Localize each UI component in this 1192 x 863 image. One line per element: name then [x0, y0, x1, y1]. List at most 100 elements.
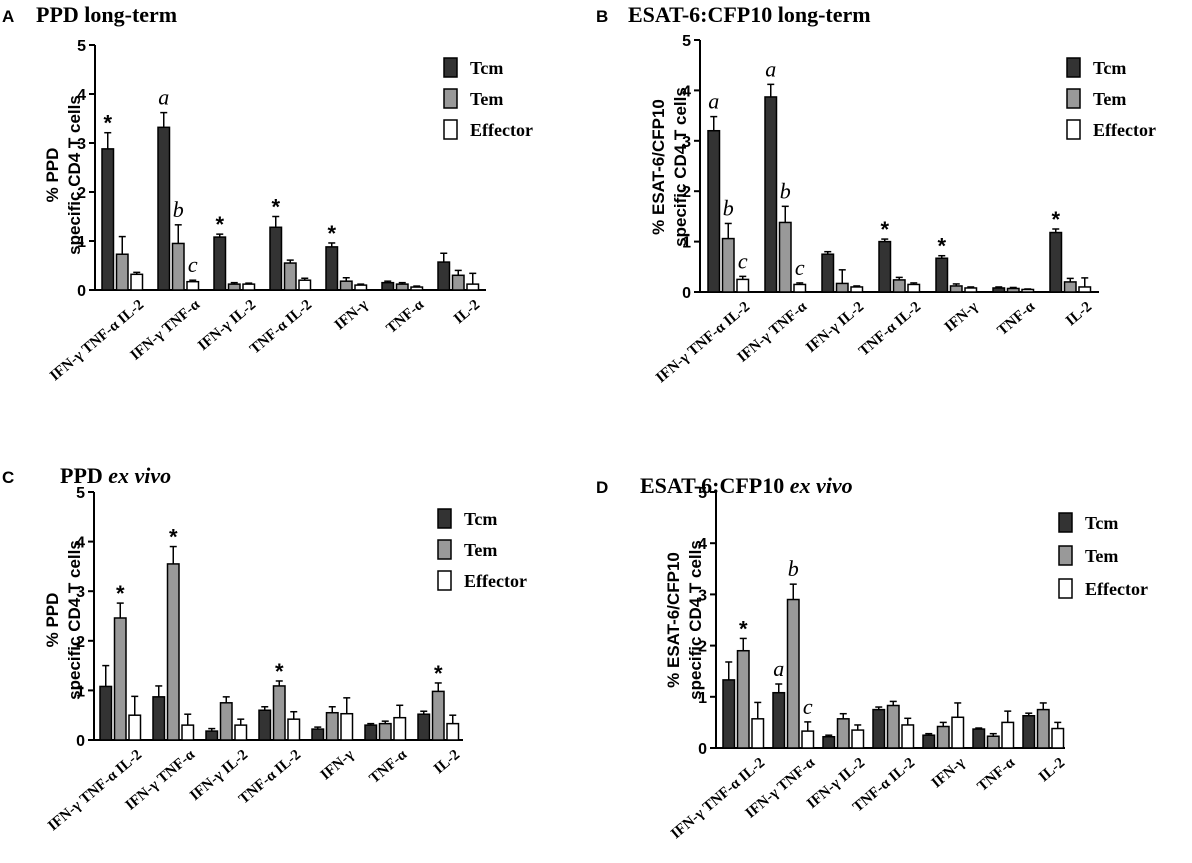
legend-swatch-tem — [1066, 88, 1081, 109]
chart-title-part: ex vivo — [790, 473, 853, 498]
significance-letter: b — [788, 556, 799, 581]
legend-label: Tem — [1093, 89, 1126, 109]
bar-tcm — [992, 287, 1006, 293]
x-tick-label: IFN-γ — [942, 299, 981, 336]
bar-tcm — [205, 730, 219, 741]
bar-tem — [219, 702, 233, 741]
significance-letter: c — [803, 694, 813, 719]
bar-effector — [466, 283, 480, 291]
legend-label: Effector — [1093, 120, 1156, 140]
bar-tem — [283, 262, 297, 291]
bar-effector — [393, 716, 407, 741]
x-tick-label: IFN-γ TNF-α IL-2 — [668, 755, 768, 843]
y-axis-label-line: specific CD4 T cells — [671, 87, 690, 247]
bar-tcm — [213, 236, 227, 291]
panel-letter: A — [2, 7, 14, 26]
y-tick-label: 5 — [682, 33, 691, 50]
chart-title: PPD long-term — [36, 2, 177, 27]
chart-title-part: PPD long-term — [36, 2, 177, 27]
bar-tcm — [364, 724, 378, 741]
x-tick-label: TNF-α IL-2 — [247, 297, 315, 358]
bar-tem — [166, 563, 180, 741]
bar-effector — [1001, 721, 1015, 749]
y-axis-label-line: % PPD — [43, 593, 62, 648]
bar-tem — [721, 237, 735, 293]
y-axis-label-line: specific CD4 T cells — [686, 540, 705, 700]
bar-effector — [964, 287, 978, 293]
legend-swatch-effector — [1066, 119, 1081, 140]
bar-tem — [171, 242, 185, 291]
y-tick-label: 3 — [698, 587, 707, 604]
panel-a: A PPD long-term 0 1 2 3 4 5 % PPD specific CD4 T … — [2, 2, 533, 384]
bar-tem — [378, 722, 392, 741]
bar-tem — [778, 221, 792, 293]
bar-tem — [325, 711, 339, 741]
bar-tem — [1006, 287, 1020, 293]
significance-star: * — [880, 217, 889, 242]
bar-effector — [751, 718, 765, 749]
bar-tcm — [325, 246, 339, 291]
bar-tem — [786, 598, 800, 749]
y-tick-label: 3 — [76, 584, 85, 601]
chart-title-part: ex vivo — [108, 463, 171, 488]
bar-tcm — [772, 691, 786, 749]
x-tick-label: IFN-γ — [929, 755, 968, 792]
significance-star: * — [739, 616, 748, 641]
y-tick-label: 5 — [76, 485, 85, 502]
y-tick-label: 5 — [77, 38, 86, 55]
bar-tem — [227, 283, 241, 291]
legend-swatch-tcm — [1058, 512, 1073, 533]
y-tick-label: 4 — [698, 536, 707, 553]
y-tick-label: 0 — [76, 733, 85, 750]
legend-swatch-tem — [1058, 545, 1073, 566]
chart-title: PPD ex vivo — [60, 463, 171, 488]
legend-label: Tem — [470, 89, 503, 109]
y-tick-label: 2 — [77, 185, 86, 202]
legend-label: Tcm — [464, 509, 497, 529]
x-tick-label: TNF-α IL-2 — [856, 299, 924, 360]
panel-letter: C — [2, 468, 14, 487]
bar-tcm — [152, 696, 166, 741]
significance-letter: b — [780, 178, 791, 203]
bar-effector — [1078, 286, 1092, 293]
y-axis-label-line: specific CD4 T cells — [65, 540, 84, 700]
bar-effector — [128, 714, 142, 741]
bar-tcm — [99, 685, 113, 741]
x-tick-label: IFN-γ TNF-α IL-2 — [653, 299, 753, 387]
x-tick-label: IFN-γ — [318, 747, 357, 784]
y-tick-label: 4 — [76, 535, 85, 552]
significance-star: * — [215, 212, 224, 237]
y-tick-label: 0 — [77, 283, 86, 300]
legend-label: Effector — [1085, 579, 1148, 599]
bar-effector — [736, 278, 750, 293]
bar-tcm — [437, 261, 451, 291]
y-axis-label: % ESAT-6/CFP10 specific CD4 T cells — [664, 540, 705, 700]
bar-tem — [836, 718, 850, 749]
significance-star: * — [116, 581, 125, 606]
significance-letter: a — [158, 85, 169, 110]
bar-tcm — [269, 226, 283, 291]
x-tick-label: IFN-γ — [332, 297, 371, 334]
significance-letter: b — [173, 197, 184, 222]
significance-letter: c — [795, 255, 805, 280]
bar-tcm — [101, 148, 115, 291]
bar-tem — [113, 617, 127, 741]
bar-effector — [851, 729, 865, 749]
bar-tcm — [935, 257, 949, 293]
bar-effector — [298, 279, 312, 291]
y-tick-label: 1 — [682, 235, 691, 252]
y-axis-label-line: % ESAT-6/CFP10 — [664, 552, 683, 688]
x-tick-label: TNF-α — [995, 298, 1039, 339]
legend-swatch-tem — [437, 539, 452, 560]
bar-effector — [181, 724, 195, 741]
chart-title: ESAT-6:CFP10 long-term — [628, 2, 871, 27]
legend-label: Tcm — [470, 58, 503, 78]
bar-tcm — [258, 709, 272, 741]
bar-effector — [801, 730, 815, 749]
panel-letter: D — [596, 478, 608, 497]
y-tick-label: 1 — [77, 234, 86, 251]
bar-tem — [892, 279, 906, 293]
significance-star: * — [275, 659, 284, 684]
bar-tcm — [1022, 714, 1036, 749]
